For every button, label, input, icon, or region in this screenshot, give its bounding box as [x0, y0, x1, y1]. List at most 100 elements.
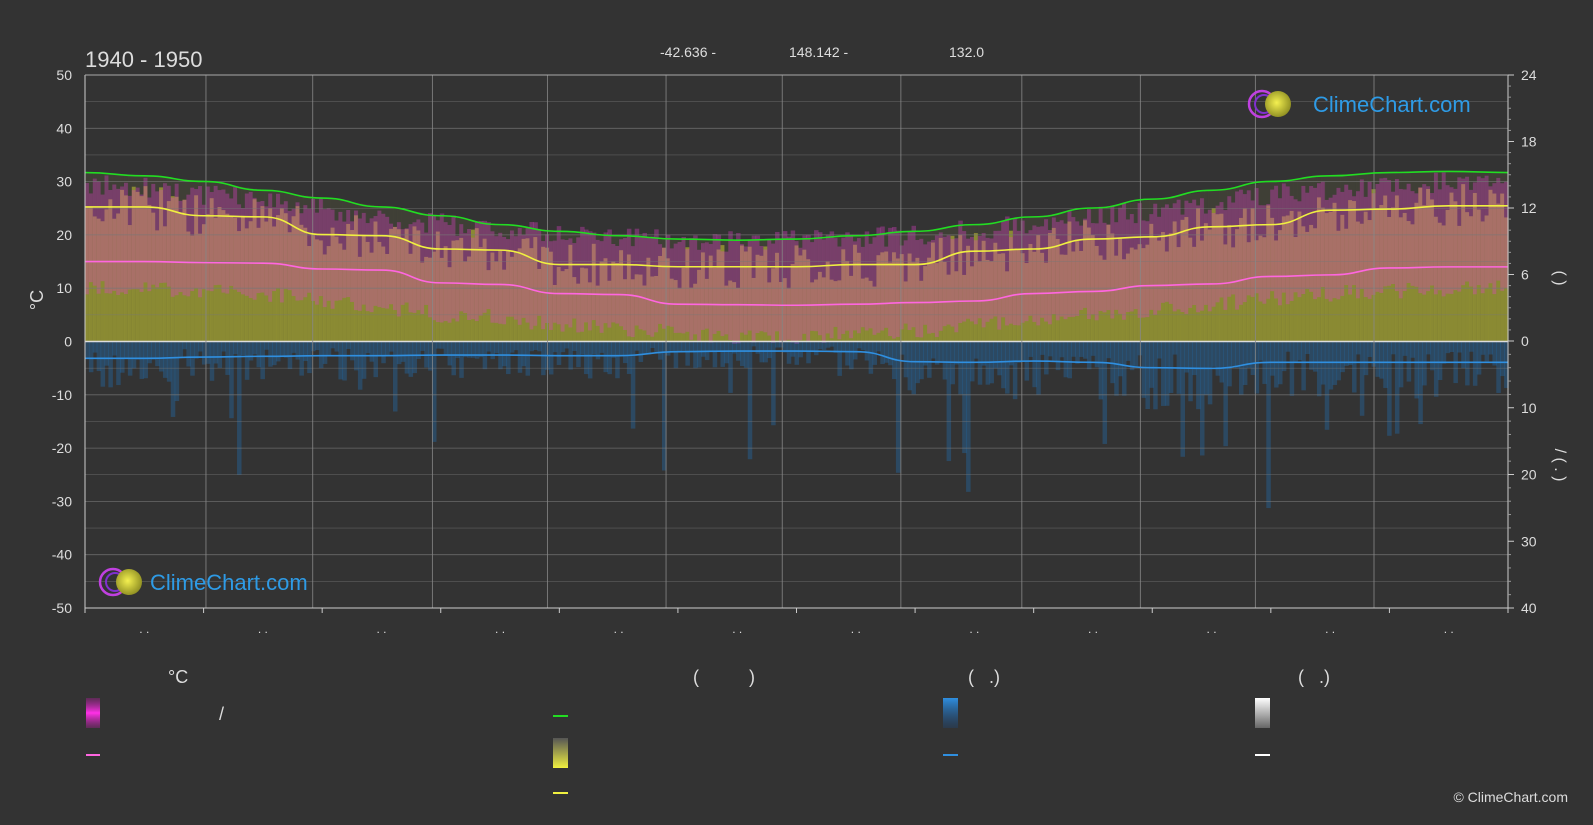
- sunshine-bar: [1344, 228, 1349, 341]
- precipitation-bar: [615, 341, 620, 379]
- sunshine-bar: [291, 216, 297, 341]
- sunshine-bar: [1032, 251, 1037, 341]
- sunshine-bar: [1313, 228, 1318, 341]
- sunshine-bar: [767, 282, 772, 341]
- temperature-bar: [946, 235, 952, 325]
- temperature-bar: [431, 215, 437, 321]
- precipitation-bar: [318, 341, 324, 369]
- precipitation-bar: [1192, 341, 1197, 376]
- precipitation-bar: [389, 341, 394, 352]
- sunshine-bar: [416, 230, 421, 341]
- sunshine-bar: [123, 195, 129, 341]
- temperature-bar: [221, 189, 226, 293]
- sunshine-bar: [802, 249, 807, 341]
- temperature-bar: [229, 198, 234, 286]
- brand-logo-top[interactable]: ClimeChart.com: [1247, 89, 1471, 119]
- brand-logo-bottom[interactable]: ClimeChart.com: [98, 567, 308, 597]
- precipitation-bar: [96, 341, 102, 372]
- temperature-bar: [591, 232, 597, 321]
- sunshine-bar: [139, 196, 145, 341]
- precipitation-bar: [1059, 341, 1065, 358]
- sunshine-bar: [162, 226, 168, 341]
- precipitation-bar: [279, 341, 285, 356]
- sunshine-bar: [494, 261, 499, 341]
- temperature-bar: [1402, 189, 1408, 292]
- temperature-bar: [392, 227, 398, 311]
- sunshine-bar: [1414, 202, 1419, 341]
- precipitation-bar: [934, 341, 940, 365]
- temperature-bar: [615, 245, 620, 324]
- precipitation-bar: [1235, 341, 1240, 369]
- precipitation-bar: [548, 341, 554, 375]
- left-tick-label: -40: [52, 547, 72, 563]
- sunshine-bar: [1281, 216, 1287, 341]
- sunshine-bar: [143, 186, 148, 341]
- precipitation-bar: [431, 341, 437, 442]
- precipitation-bar: [1484, 341, 1490, 362]
- precipitation-bar: [416, 341, 421, 359]
- sunshine-bar: [1168, 233, 1174, 341]
- precipitation-bar: [1137, 341, 1143, 356]
- temperature-bar: [876, 227, 881, 333]
- sunshine-bar: [104, 209, 109, 341]
- sunshine-bar: [856, 252, 862, 341]
- temperature-bar: [623, 238, 628, 331]
- precipitation-bar: [303, 341, 308, 362]
- temperature-bar: [1200, 198, 1205, 311]
- temperature-bar: [233, 187, 238, 290]
- temperature-bar: [778, 238, 784, 343]
- precipitation-bar: [135, 341, 141, 360]
- temperature-bar: [178, 200, 184, 293]
- precipitation-bar: [798, 341, 803, 358]
- precipitation-bar: [1472, 341, 1478, 386]
- sunshine-bar: [1418, 187, 1423, 341]
- precipitation-bar: [1316, 341, 1322, 397]
- sunshine-bar: [1453, 201, 1458, 341]
- precipitation-bar: [400, 341, 406, 362]
- sunshine-bar: [443, 246, 449, 341]
- temperature-bar: [420, 222, 425, 315]
- temperature-bar: [385, 216, 390, 309]
- temperature-bar: [1293, 199, 1299, 293]
- temperature-bar: [451, 215, 456, 319]
- sunshine-bar: [1379, 204, 1384, 341]
- precipitation-bar: [225, 341, 230, 375]
- precipitation-bar: [1036, 341, 1041, 395]
- precipitation-bar: [272, 341, 277, 366]
- month-tick-label: . .: [732, 622, 742, 636]
- sunshine-bar: [732, 282, 737, 341]
- precipitation-bar: [178, 341, 184, 358]
- precipitation-bar: [1231, 341, 1236, 366]
- precipitation-bar: [1449, 341, 1455, 353]
- sunshine-bar: [782, 278, 788, 341]
- temperature-bar: [1075, 221, 1080, 316]
- sunshine-bar: [580, 267, 585, 341]
- precipitation-bar: [1254, 341, 1260, 394]
- temperature-bar: [1410, 191, 1416, 286]
- sunshine-bar: [342, 249, 347, 341]
- temperature-bar: [642, 232, 648, 331]
- temperature-bar: [1461, 178, 1466, 286]
- temperature-bar: [1051, 217, 1057, 315]
- sunshine-bar: [85, 207, 90, 341]
- sunshine-bar: [467, 256, 472, 341]
- precipitation-bar: [739, 341, 745, 367]
- right-tick-label: 24: [1521, 67, 1537, 83]
- temperature-bar: [931, 239, 936, 333]
- precipitation-bar: [771, 341, 776, 426]
- temperature-bar: [217, 190, 223, 285]
- precipitation-bar: [326, 341, 332, 356]
- temperature-bar: [396, 222, 402, 317]
- temperature-bar: [1032, 225, 1037, 322]
- precipitation-bar: [1367, 341, 1373, 357]
- sunshine-bar: [814, 279, 819, 341]
- temperature-bar: [1500, 183, 1505, 291]
- temperature-bar: [767, 239, 772, 336]
- temperature-bar: [989, 238, 994, 319]
- temperature-bar: [708, 244, 714, 343]
- temperature-bar: [1125, 219, 1131, 313]
- sunshine-bar: [864, 277, 870, 341]
- sunshine-bar: [587, 282, 593, 341]
- temperature-bar: [1484, 175, 1490, 288]
- sunshine-bar: [533, 237, 538, 341]
